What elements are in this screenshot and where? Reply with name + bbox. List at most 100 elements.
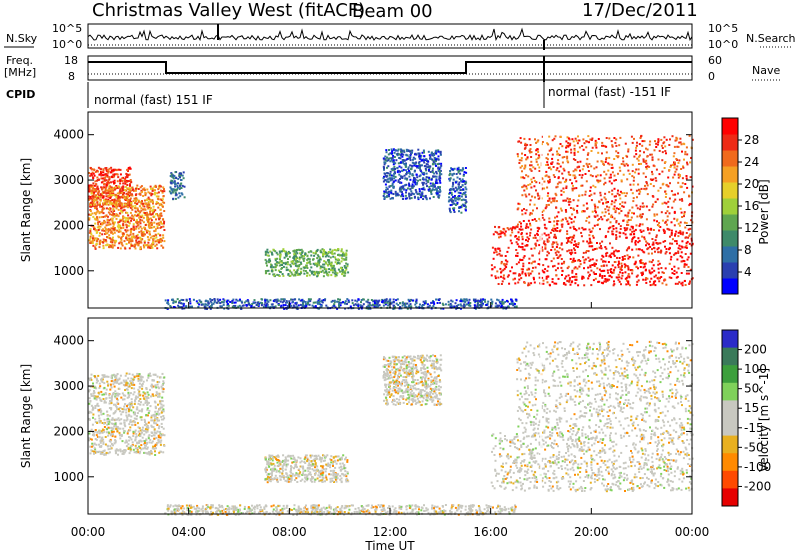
power-cell: [109, 171, 112, 174]
power-cell: [386, 166, 388, 169]
power-cell: [129, 184, 131, 187]
power-cell: [147, 244, 150, 247]
power-cell: [663, 201, 666, 204]
power-cell: [556, 223, 559, 226]
power-cell: [274, 263, 277, 266]
power-cell: [619, 190, 622, 193]
power-cell: [107, 236, 110, 239]
power-cell: [153, 221, 156, 224]
power-cell: [532, 236, 535, 239]
power-cell: [502, 302, 505, 305]
power-cell: [535, 220, 538, 222]
power-cell: [99, 202, 101, 205]
power-cell: [430, 151, 433, 154]
power-cell: [496, 231, 499, 234]
power-cell: [560, 243, 563, 246]
power-cell: [429, 189, 432, 192]
power-cell: [563, 156, 566, 158]
power-cell: [219, 298, 222, 301]
power-cell: [160, 212, 163, 215]
power-cell: [602, 260, 604, 263]
power-cell: [624, 229, 627, 232]
power-cell: [524, 227, 527, 229]
power-cell: [627, 219, 630, 222]
power-cell: [464, 195, 467, 198]
power-cell: [289, 265, 292, 268]
power-cell: [125, 217, 128, 220]
power-cell: [449, 191, 451, 194]
power-cell: [572, 140, 575, 143]
power-cell: [512, 302, 515, 305]
power-cell: [554, 192, 557, 195]
power-cell: [444, 303, 447, 306]
power-cell: [175, 193, 178, 196]
power-cell: [303, 266, 306, 269]
power-cell: [641, 271, 644, 274]
power-cell: [462, 192, 465, 194]
power-cell: [319, 265, 322, 268]
power-cell: [405, 302, 407, 305]
power-cell: [627, 169, 630, 172]
power-cell: [656, 143, 659, 146]
power-cell: [602, 264, 605, 267]
power-cell: [383, 298, 386, 301]
power-cell: [474, 298, 477, 301]
power-cell: [91, 184, 94, 187]
power-cell: [143, 188, 146, 191]
power-cell: [282, 265, 285, 268]
power-cell: [527, 237, 530, 240]
power-cell: [109, 223, 112, 226]
power-cell: [440, 162, 443, 165]
power-cell: [387, 172, 390, 175]
power-cell: [613, 205, 616, 208]
power-cell: [390, 158, 393, 161]
power-cell: [88, 184, 91, 187]
power-cell: [112, 205, 115, 208]
power-cell: [511, 266, 513, 269]
power-cell: [274, 266, 277, 269]
power-cell: [528, 149, 531, 152]
power-cell: [676, 145, 679, 148]
power-cell: [545, 227, 548, 230]
power-cell: [430, 178, 433, 181]
power-cell: [388, 193, 390, 196]
power-cell: [557, 262, 560, 265]
power-cell: [435, 160, 437, 162]
power-cell: [681, 256, 684, 259]
power-cell: [113, 179, 116, 182]
power-cell: [464, 183, 467, 186]
power-cell: [111, 191, 114, 194]
power-cell: [401, 169, 404, 172]
power-cell: [277, 269, 280, 272]
power-cell: [547, 143, 550, 146]
power-cell: [675, 230, 678, 233]
power-cell: [240, 300, 243, 303]
power-cell: [548, 180, 551, 183]
power-cell: [677, 222, 680, 225]
power-cell: [550, 148, 553, 151]
power-cell: [607, 169, 610, 172]
power-cell: [282, 262, 285, 265]
nsearch-tick-low: 10^0: [708, 38, 738, 51]
power-cell: [452, 207, 454, 210]
power-cell: [583, 142, 586, 145]
power-cell: [646, 184, 649, 187]
power-cell: [554, 251, 557, 254]
power-cell: [409, 299, 412, 302]
power-cell: [333, 299, 336, 302]
power-cell: [95, 206, 98, 209]
power-cell: [180, 187, 183, 189]
power-cell: [410, 190, 413, 193]
power-cell: [436, 163, 439, 166]
power-cell: [155, 202, 158, 205]
power-cell: [342, 258, 345, 261]
power-cell: [608, 137, 611, 140]
power-cell: [107, 170, 110, 173]
power-cell: [108, 176, 111, 179]
power-cell: [411, 174, 414, 177]
power-cell: [381, 299, 384, 302]
power-cell: [410, 152, 412, 155]
power-cell: [500, 260, 503, 263]
power-cell: [635, 275, 638, 278]
power-cell: [296, 269, 299, 272]
